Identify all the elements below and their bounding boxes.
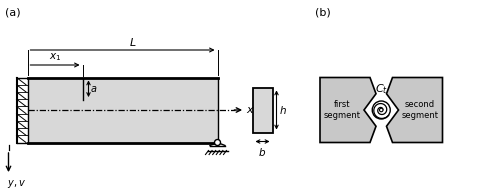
Bar xyxy=(28,77,218,143)
Text: $h$: $h$ xyxy=(279,104,287,116)
Text: first
segment: first segment xyxy=(324,100,361,120)
Text: second
segment: second segment xyxy=(402,100,438,120)
Circle shape xyxy=(372,101,390,119)
Polygon shape xyxy=(386,77,442,143)
Circle shape xyxy=(214,139,220,145)
Text: $y, v$: $y, v$ xyxy=(7,177,26,190)
Bar xyxy=(252,88,272,132)
Text: $x$: $x$ xyxy=(246,105,256,115)
Text: $x_1$: $x_1$ xyxy=(49,52,61,64)
Text: $a$: $a$ xyxy=(90,84,98,94)
Text: $b$: $b$ xyxy=(258,146,266,159)
Text: (b): (b) xyxy=(315,7,331,18)
Polygon shape xyxy=(320,77,376,143)
Text: (a): (a) xyxy=(5,7,20,18)
Text: $C_t$: $C_t$ xyxy=(374,82,388,96)
Circle shape xyxy=(380,108,383,112)
Text: $L$: $L$ xyxy=(128,36,136,49)
